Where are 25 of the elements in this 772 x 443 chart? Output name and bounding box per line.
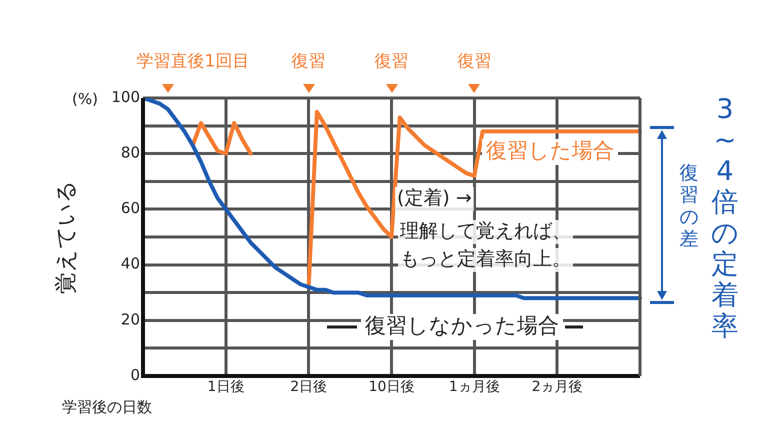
y-tick-label: 20	[120, 310, 140, 328]
x-tick-label: 1日後	[207, 379, 244, 396]
y-tick-label: 0	[130, 366, 140, 384]
x-tick-label: 2日後	[290, 379, 328, 396]
y-tick-label: 100	[111, 88, 140, 106]
text: 復習の差	[678, 162, 700, 250]
text: (%)	[72, 90, 98, 108]
x-axis-title: 学習後の日数	[62, 398, 152, 416]
x-tick-label: 10日後	[368, 379, 414, 396]
text: 復習	[457, 51, 492, 72]
y-axis-title: 覚えている	[54, 180, 79, 294]
annotation: 理解して覚えれば、	[400, 220, 571, 242]
text: 3~4倍の定着率	[710, 94, 740, 342]
x-tick-label: 2ヵ月後	[532, 379, 583, 396]
x-tick-label: 1ヵ月後	[448, 379, 500, 396]
y-tick-label: 60	[120, 199, 140, 218]
annotation: (定着) →	[397, 186, 472, 209]
y-tick-label: 80	[120, 143, 140, 162]
series-label: 復習しなかった場合	[365, 313, 559, 338]
text: 復習	[374, 51, 408, 72]
y-tick-label: 40	[120, 254, 140, 273]
annotation: もっと定着率向上。	[400, 248, 571, 270]
series-label: 復習した場合	[486, 138, 614, 162]
text: 学習直後1回目	[136, 51, 250, 72]
text: 復習	[292, 51, 326, 72]
